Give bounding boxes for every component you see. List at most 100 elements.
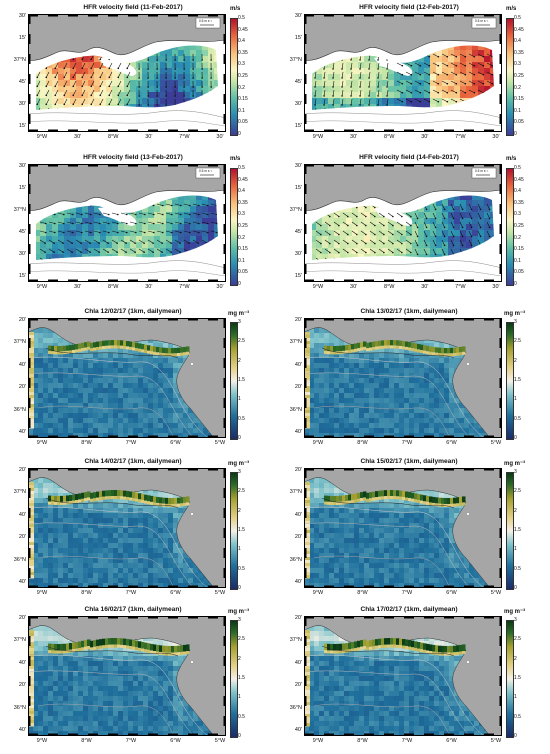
x-tick-label: 30' <box>145 284 153 290</box>
panel-title: HFR velocity field (11-Feb-2017) <box>83 4 183 11</box>
y-tick-label: 40' <box>294 659 302 666</box>
x-tick-label: 30' <box>492 284 500 290</box>
colorbar-tick-label: 3 <box>238 319 241 325</box>
x-tick-label: 6°W <box>446 440 457 446</box>
colorbar-tick-label: 0.35 <box>238 199 248 206</box>
panel-title: HFR velocity field (14-Feb-2017) <box>359 154 459 161</box>
colorbar-tick-label: 3 <box>514 469 517 475</box>
x-tick-label: 30' <box>216 284 224 290</box>
x-tick-label: 8°W <box>383 284 395 290</box>
panel-title: Chla 13/02/17 (1km, dailymean) <box>360 308 458 315</box>
y-tick-label: 40' <box>294 579 302 585</box>
colorbar-tick-label: 1 <box>238 694 241 701</box>
y-tick-label: 20' <box>294 682 302 689</box>
colorbar-tick-label: 0 <box>238 131 241 137</box>
x-tick-label: 5°W <box>490 440 502 446</box>
x-tick-label: 8°W <box>357 440 368 446</box>
panel-title: HFR velocity field (12-Feb-2017) <box>359 4 459 11</box>
y-tick-label: 45' <box>294 229 302 235</box>
colorbar-tick-label: 1.5 <box>514 377 521 383</box>
y-tick-label: 37°N <box>13 339 26 346</box>
colorbar-tick-label: 0 <box>238 733 241 739</box>
y-tick-label: 15' <box>18 35 26 41</box>
colorbar-tick-label: 2 <box>238 357 241 364</box>
chla-colorbar <box>230 322 238 440</box>
y-tick-label: 45' <box>18 229 26 235</box>
y-tick-label: 36°N <box>289 704 302 711</box>
y-tick-label: 15' <box>18 123 26 129</box>
x-tick-label: 9°W <box>36 284 48 290</box>
x-tick-label: 8°W <box>383 134 395 140</box>
colorbar-tick-label: 0.5 <box>514 15 521 21</box>
y-tick-label: 37°N <box>13 637 26 644</box>
y-tick-label: 40' <box>18 361 26 368</box>
colorbar-tick-label: 3 <box>514 319 517 325</box>
colorbar-unit: mg m⁻³ <box>504 311 526 317</box>
colorbar-tick-label: 3 <box>514 617 517 623</box>
x-tick-label: 7°W <box>401 440 413 446</box>
y-tick-label: 20' <box>294 384 302 391</box>
colorbar-tick-label: 0 <box>514 435 517 441</box>
y-tick-label: 20' <box>18 682 26 689</box>
y-tick-label: 15' <box>18 273 26 279</box>
y-tick-label: 36°N <box>13 406 26 413</box>
colorbar-tick-label: 0.2 <box>238 234 245 241</box>
y-tick-label: 40' <box>18 727 26 733</box>
chla-map <box>304 318 502 438</box>
colorbar-tick-label: 0.45 <box>238 176 248 183</box>
colorbar-tick-label: 1.5 <box>238 675 245 681</box>
x-tick-label: 8°W <box>357 738 368 744</box>
chla-panel-2: Chla 13/02/17 (1km, dailymean) mg m⁻³ 3 2… <box>284 308 534 450</box>
panel-title: HFR velocity field (13-Feb-2017) <box>83 154 183 161</box>
colorbar-tick-label: 3 <box>238 617 241 623</box>
velocity-panel-1: HFR velocity field (11-Feb-2017) 0.5 m s… <box>8 4 258 144</box>
colorbar-tick-label: 0.5 <box>514 165 521 171</box>
colorbar-tick-label: 0.1 <box>238 107 245 114</box>
x-tick-label: 7°W <box>455 134 466 140</box>
colorbar-tick-label: 0 <box>238 435 241 441</box>
y-tick-label: 45' <box>18 79 26 85</box>
x-tick-label: 5°W <box>214 738 226 744</box>
colorbar-tick-label: 0.5 <box>238 713 245 720</box>
x-tick-label: 5°W <box>214 590 226 596</box>
x-tick-label: 6°W <box>446 738 457 744</box>
chla-panel-6: Chla 17/02/17 (1km, dailymean) mg m⁻³ 3 2… <box>284 606 534 748</box>
x-tick-label: 8°W <box>357 590 368 596</box>
y-tick-label: 37°N <box>13 57 26 63</box>
colorbar-tick-label: 0.3 <box>238 211 245 218</box>
chla-map <box>28 318 226 438</box>
y-tick-label: 40' <box>294 511 302 518</box>
y-tick-label: 30' <box>18 101 26 107</box>
y-tick-label: 30' <box>18 163 26 169</box>
x-tick-label: 30' <box>74 134 82 140</box>
y-tick-label: 36°N <box>289 406 302 413</box>
colorbar-tick-label: 0 <box>514 131 517 137</box>
x-tick-label: 9°W <box>36 590 48 596</box>
x-tick-label: 7°W <box>125 440 137 446</box>
colorbar-tick-label: 2.5 <box>238 488 245 495</box>
x-tick-label: 30' <box>216 134 224 140</box>
colorbar-tick-label: 0.05 <box>514 119 524 126</box>
x-tick-label: 7°W <box>179 134 190 140</box>
colorbar-unit: mg m⁻³ <box>504 609 526 615</box>
chla-colorbar <box>230 620 238 738</box>
chla-colorbar <box>506 322 514 440</box>
velocity-map: 0.5 m s⁻¹ <box>28 14 226 132</box>
y-tick-label: 20' <box>18 317 26 323</box>
x-tick-label: 9°W <box>36 134 48 140</box>
x-tick-label: 30' <box>421 284 429 290</box>
colorbar-tick-label: 1 <box>514 694 517 701</box>
y-tick-label: 40' <box>18 429 26 435</box>
colorbar-tick-label: 0.1 <box>514 107 521 114</box>
y-tick-label: 20' <box>294 615 302 621</box>
x-tick-label: 30' <box>74 284 82 290</box>
y-tick-label: 40' <box>294 361 302 368</box>
y-tick-label: 37°N <box>289 207 302 213</box>
colorbar-unit: m/s <box>230 156 241 162</box>
x-tick-label: 6°W <box>170 440 181 446</box>
chla-map <box>304 616 502 736</box>
y-tick-label: 36°N <box>13 704 26 711</box>
colorbar-unit: m/s <box>506 156 517 162</box>
scale-label: 0.5 m s⁻¹ <box>199 169 212 173</box>
y-tick-label: 15' <box>294 185 302 191</box>
